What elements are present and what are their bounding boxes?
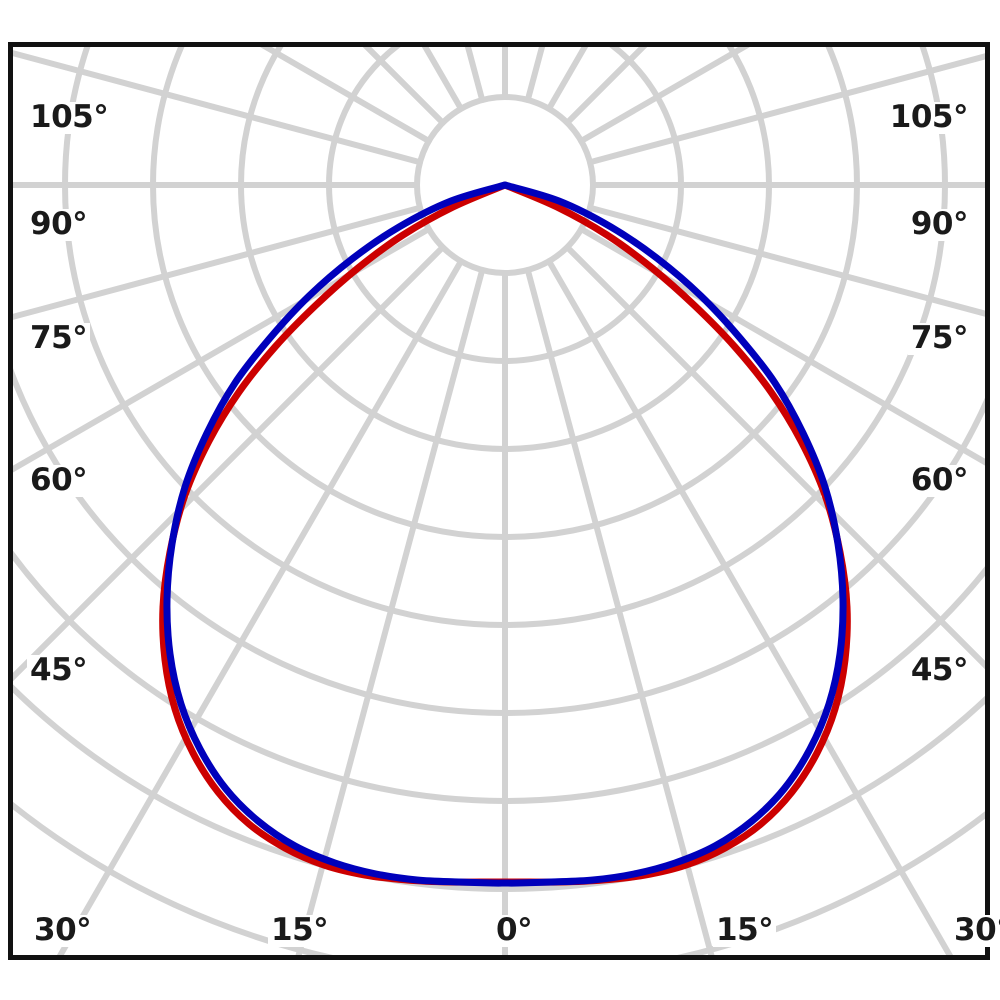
axis-label-left-0: 105°	[27, 102, 112, 134]
axis-label-left-3: 60°	[27, 465, 91, 497]
axis-label-right-3: 60°	[907, 465, 971, 497]
axis-label-left-2: 75°	[27, 323, 91, 355]
intensity-curve-c90-c270	[163, 181, 847, 887]
axis-label-bottom-0: 30°	[31, 915, 95, 947]
axis-label-right-2: 75°	[907, 323, 971, 355]
axis-label-bottom-2: 0°	[493, 915, 536, 947]
polar-diagram-svg	[13, 47, 985, 955]
plot-frame: 105° 90° 75° 60° 45° 105° 90° 75° 60° 45° 30° 15°…	[8, 42, 1000, 960]
axis-label-bottom-4: 30°	[951, 915, 1000, 947]
axis-label-bottom-1: 15°	[268, 915, 332, 947]
axis-label-bottom-3: 15°	[713, 915, 777, 947]
axis-label-right-4: 45°	[907, 655, 971, 687]
axis-label-left-1: 90°	[27, 209, 91, 241]
axis-label-right-1: 90°	[907, 209, 971, 241]
axis-label-left-4: 45°	[27, 655, 91, 687]
grid-meridians	[13, 47, 985, 955]
axis-label-right-0: 105°	[886, 102, 971, 134]
